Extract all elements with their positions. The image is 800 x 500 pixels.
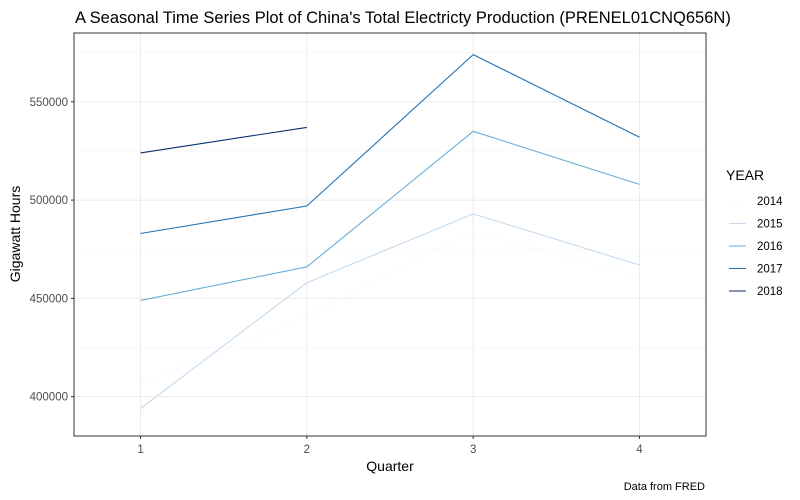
x-tick-label: 3 xyxy=(470,444,476,456)
grid-major xyxy=(74,33,706,436)
series-line-2016 xyxy=(140,130,640,301)
y-tick-label: 550000 xyxy=(30,97,68,109)
y-tick-label: 400000 xyxy=(30,392,68,404)
series-line-2018 xyxy=(140,126,307,154)
plot-border xyxy=(73,32,707,437)
y-axis-ticks: 400000 450000 500000 550000 xyxy=(30,97,74,404)
y-axis-title: Gigawatt Hours xyxy=(7,186,23,282)
y-tick-label: 450000 xyxy=(30,293,68,305)
x-axis-title: Quarter xyxy=(366,458,414,474)
legend-items: 2014 2015 2016 2017 2018 xyxy=(729,196,783,298)
x-tick-label: 2 xyxy=(304,444,310,456)
legend-label-2017: 2017 xyxy=(757,264,783,276)
series-lines xyxy=(140,54,640,409)
x-tick-label: 4 xyxy=(636,444,643,456)
legend-label-2014: 2014 xyxy=(757,196,783,208)
x-axis-ticks: 1 2 3 4 xyxy=(137,436,643,456)
legend-label-2015: 2015 xyxy=(757,219,783,231)
chart-title: A Seasonal Time Series Plot of China's T… xyxy=(75,9,731,27)
chart-caption: Data from FRED xyxy=(624,481,705,493)
y-tick-label: 500000 xyxy=(30,195,68,207)
legend-label-2018: 2018 xyxy=(757,286,783,298)
plot-area xyxy=(73,32,707,437)
grid-minor xyxy=(74,52,706,348)
x-tick-label: 1 xyxy=(137,444,143,456)
legend-title: YEAR xyxy=(726,167,764,183)
series-line-2015 xyxy=(140,213,640,409)
series-line-2017 xyxy=(140,54,640,235)
legend-label-2016: 2016 xyxy=(757,241,783,253)
plot-background xyxy=(74,33,706,436)
legend: YEAR 2014 2015 2016 2017 2018 xyxy=(726,167,783,298)
series-line-2014 xyxy=(140,231,640,386)
